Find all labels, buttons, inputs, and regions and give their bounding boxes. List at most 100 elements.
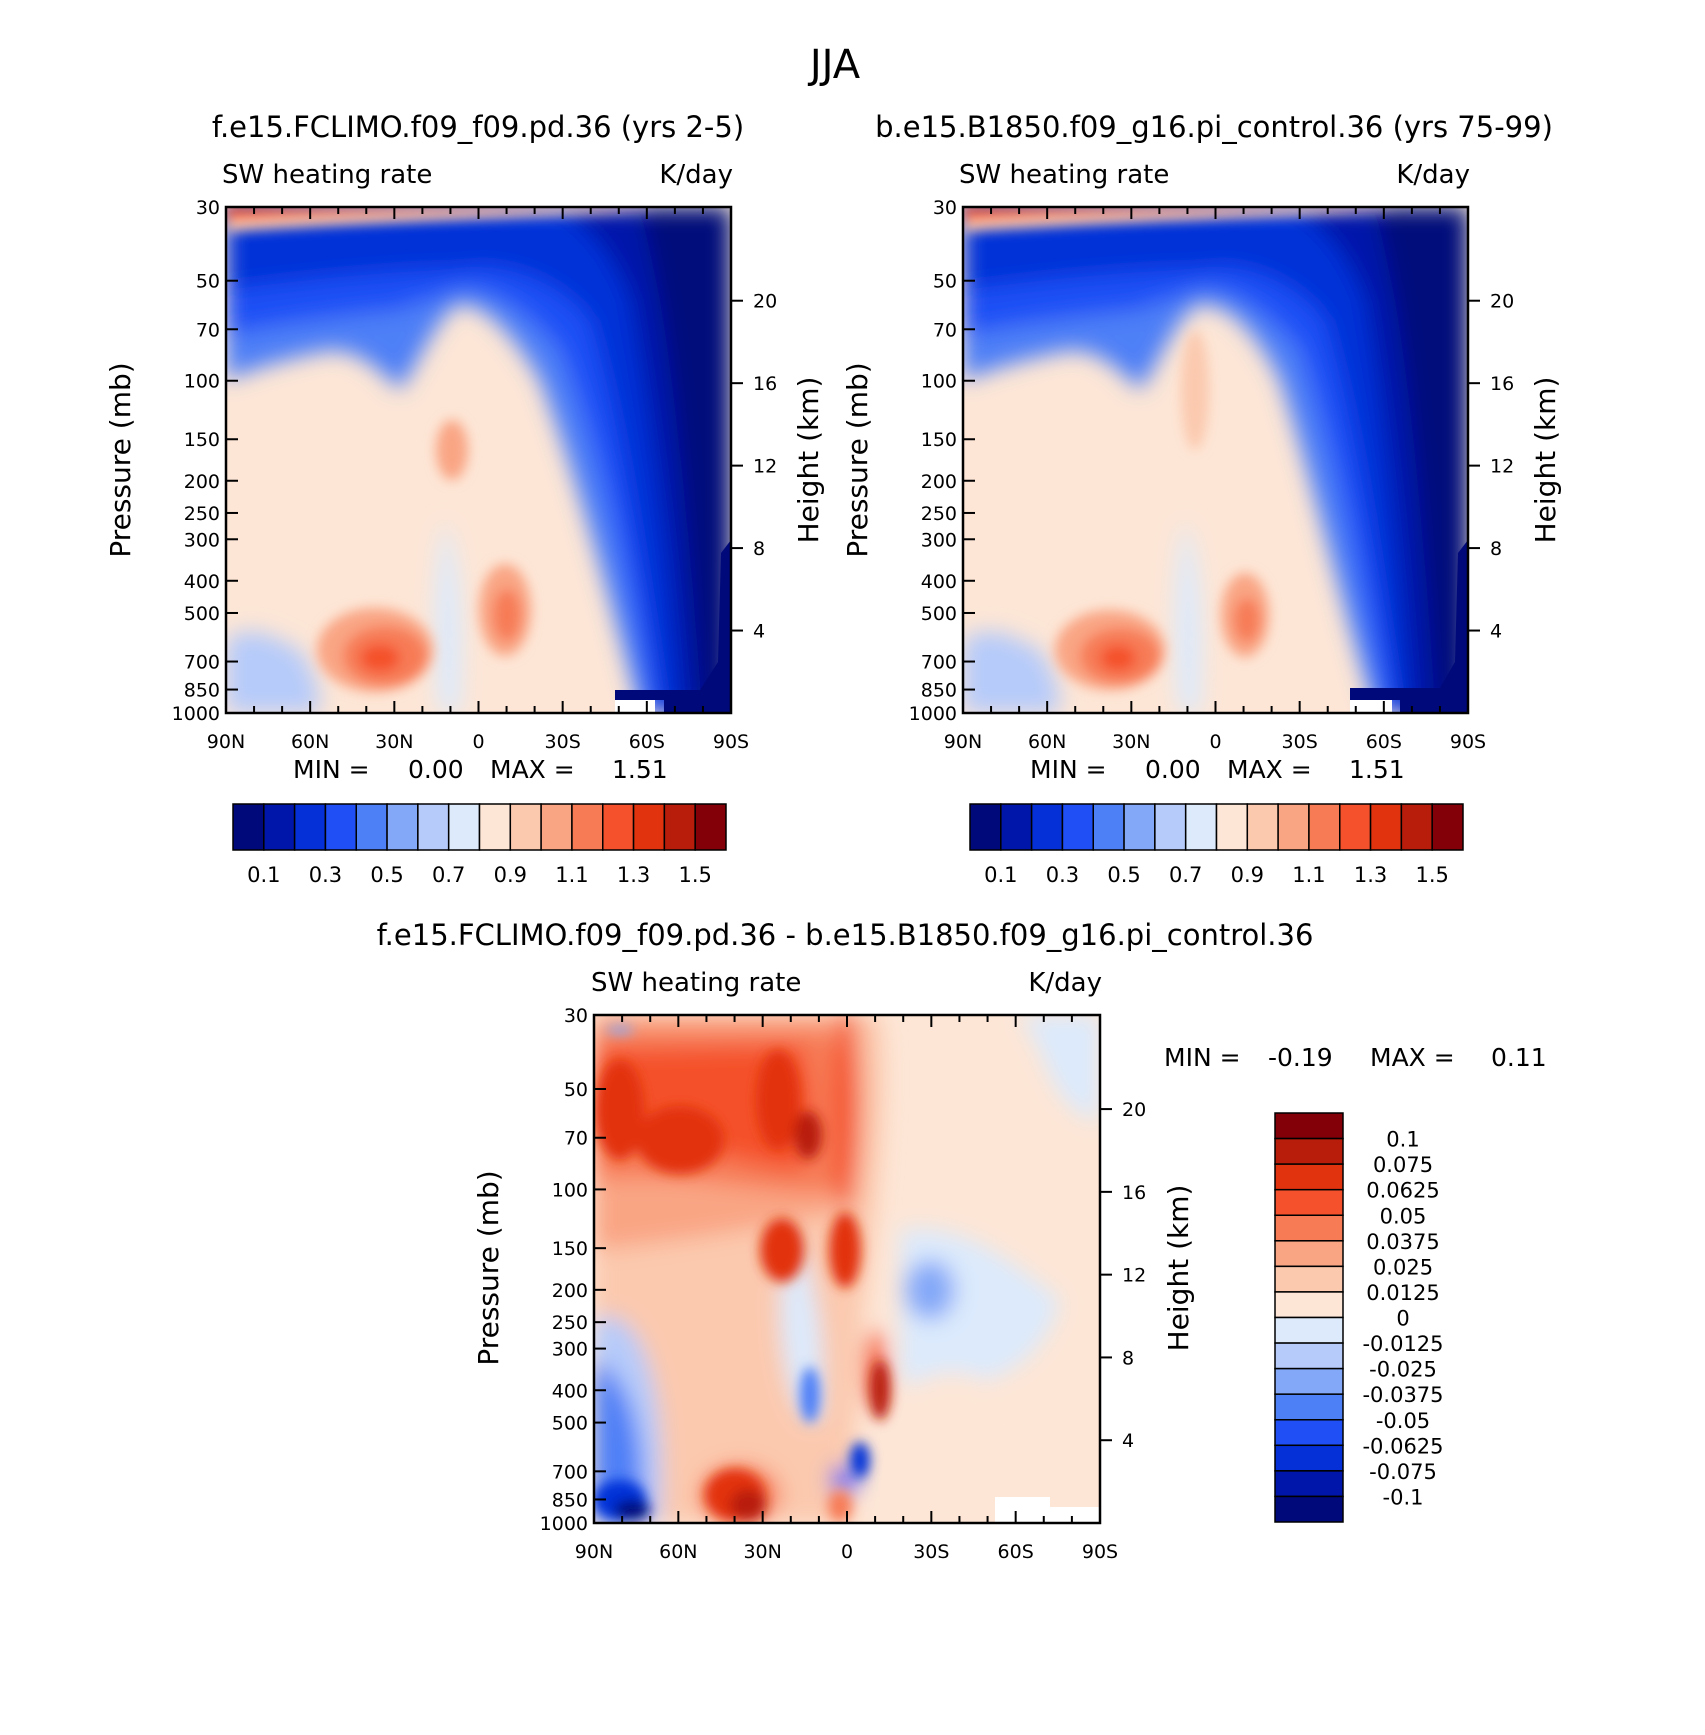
colorbar-label: 1.5 <box>1415 863 1448 887</box>
colorbar-label: 0.5 <box>1107 863 1140 887</box>
x-tick-label: 90N <box>944 731 982 753</box>
x-tick-label: 30N <box>743 1541 781 1563</box>
figure-title: JJA <box>807 42 861 88</box>
panel-2-ylabel: Pressure (mb) <box>841 362 874 557</box>
colorbar-box <box>509 803 542 851</box>
y-tick-label: 400 <box>184 571 220 593</box>
colorbar-label: 0.0125 <box>1366 1281 1439 1305</box>
panel-1-min-label: MIN = <box>293 755 370 784</box>
y2-tick-label: 20 <box>753 291 777 313</box>
y-tick-label: 250 <box>184 503 220 525</box>
y-tick-label: 850 <box>184 680 220 702</box>
x-tick-label: 90S <box>1450 731 1486 753</box>
y-tick-label: 700 <box>552 1461 588 1483</box>
colorbar-label: 1.3 <box>617 863 650 887</box>
y-tick-label: 700 <box>184 652 220 674</box>
colorbar-label: 1.3 <box>1354 863 1387 887</box>
colorbar-box <box>1274 1112 1344 1140</box>
y2-tick-label: 16 <box>1490 373 1514 395</box>
y-tick-label: 150 <box>552 1238 588 1260</box>
x-tick-label: 0 <box>841 1541 853 1563</box>
panel-1-contour-field <box>226 207 731 713</box>
colorbar-label: 0.1 <box>247 863 280 887</box>
y-tick-label: 100 <box>184 371 220 393</box>
colorbar-box <box>540 803 573 851</box>
y-tick-label: 200 <box>184 471 220 493</box>
x-tick-label: 60S <box>998 1541 1034 1563</box>
y2-tick-label: 20 <box>1490 291 1514 313</box>
y-tick-label: 50 <box>564 1079 588 1101</box>
colorbar-box <box>969 803 1002 851</box>
y-tick-label: 300 <box>184 529 220 551</box>
panel-1-units-label: K/day <box>659 160 733 190</box>
panel-1-max-label: MAX = <box>490 755 575 784</box>
y-tick-label: 1000 <box>909 703 957 725</box>
panel-2-max-value: 1.51 <box>1349 755 1405 784</box>
colorbar-box <box>1061 803 1094 851</box>
colorbar-box <box>1274 1342 1344 1370</box>
colorbar-label: 0.0375 <box>1366 1230 1439 1254</box>
panel-2-contour-field <box>963 207 1468 713</box>
panel-1-title: f.e15.FCLIMO.f09_f09.pd.36 (yrs 2-5) <box>212 110 744 144</box>
colorbar-label: 0.0625 <box>1366 1179 1439 1203</box>
colorbar-box <box>1308 803 1341 851</box>
colorbar-box <box>1274 1419 1344 1447</box>
colorbar-label: 0.3 <box>309 863 342 887</box>
panel-3-y2label: Height (km) <box>1162 1185 1195 1352</box>
x-tick-label: 30S <box>545 731 581 753</box>
y-tick-label: 500 <box>552 1413 588 1435</box>
panel-3-max-label: MAX = <box>1370 1043 1455 1072</box>
colorbar-label: -0.1 <box>1383 1485 1424 1509</box>
y-tick-label: 100 <box>552 1179 588 1201</box>
colorbar-box <box>1030 803 1064 851</box>
x-tick-label: 60N <box>291 731 329 753</box>
colorbar-box <box>1274 1240 1344 1268</box>
colorbar-box <box>1274 1188 1344 1216</box>
panel-1-colorbar: 0.1 0.3 0.5 0.7 0.9 1.1 1.3 1.5 <box>232 803 727 887</box>
x-tick-label: 60S <box>629 731 665 753</box>
y2-tick-label: 12 <box>1122 1265 1146 1287</box>
colorbar-box <box>232 803 265 851</box>
y-tick-label: 70 <box>933 319 957 341</box>
x-tick-label: 30N <box>1112 731 1150 753</box>
colorbar-label: 0.075 <box>1373 1153 1433 1177</box>
y-tick-label: 200 <box>552 1280 588 1302</box>
panel-1: f.e15.FCLIMO.f09_f09.pd.36 (yrs 2-5) SW … <box>104 110 825 887</box>
x-tick-label: 60N <box>1028 731 1066 753</box>
y-tick-label: 850 <box>921 680 957 702</box>
colorbar-label: 0.7 <box>432 863 465 887</box>
x-tick-label: 0 <box>472 731 484 753</box>
colorbar-box <box>1274 1444 1344 1472</box>
colorbar-label: 0 <box>1396 1307 1409 1331</box>
colorbar-box <box>1092 803 1125 851</box>
colorbar-label: 0.025 <box>1373 1255 1433 1279</box>
panel-2-min-value: 0.00 <box>1145 755 1201 784</box>
y-tick-label: 50 <box>933 271 957 293</box>
y2-tick-label: 8 <box>753 538 765 560</box>
x-tick-label: 90S <box>1082 1541 1118 1563</box>
panel-2-colorbar: 0.1 0.3 0.5 0.7 0.9 1.1 1.3 1.5 <box>969 803 1464 887</box>
x-tick-label: 90N <box>575 1541 613 1563</box>
y-tick-label: 100 <box>921 371 957 393</box>
y-tick-label: 1000 <box>172 703 220 725</box>
x-tick-label: 60S <box>1366 731 1402 753</box>
colorbar-box <box>632 803 666 851</box>
colorbar-box <box>1277 803 1310 851</box>
y-tick-label: 300 <box>552 1339 588 1361</box>
colorbar-box <box>602 803 635 851</box>
y-tick-label: 200 <box>921 471 957 493</box>
y2-tick-label: 16 <box>753 373 777 395</box>
panel-2-max-label: MAX = <box>1227 755 1312 784</box>
panel-3-title: f.e15.FCLIMO.f09_f09.pd.36 - b.e15.B1850… <box>377 918 1314 952</box>
colorbar-box <box>663 803 696 851</box>
y-tick-label: 400 <box>921 571 957 593</box>
colorbar-box <box>1274 1265 1344 1293</box>
colorbar-box <box>1215 803 1249 851</box>
x-tick-label: 0 <box>1209 731 1221 753</box>
panel-2-y2label: Height (km) <box>1529 377 1562 544</box>
y2-tick-label: 4 <box>1122 1430 1134 1452</box>
panel-3-colorbar: 0.10.0750.06250.050.03750.0250.01250-0.0… <box>1274 1112 1444 1523</box>
colorbar-box <box>1184 803 1218 851</box>
colorbar-label: -0.0125 <box>1362 1332 1443 1356</box>
